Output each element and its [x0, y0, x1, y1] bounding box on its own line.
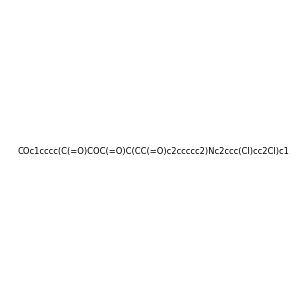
Text: COc1cccc(C(=O)COC(=O)C(CC(=O)c2ccccc2)Nc2ccc(Cl)cc2Cl)c1: COc1cccc(C(=O)COC(=O)C(CC(=O)c2ccccc2)Nc… — [18, 147, 290, 156]
